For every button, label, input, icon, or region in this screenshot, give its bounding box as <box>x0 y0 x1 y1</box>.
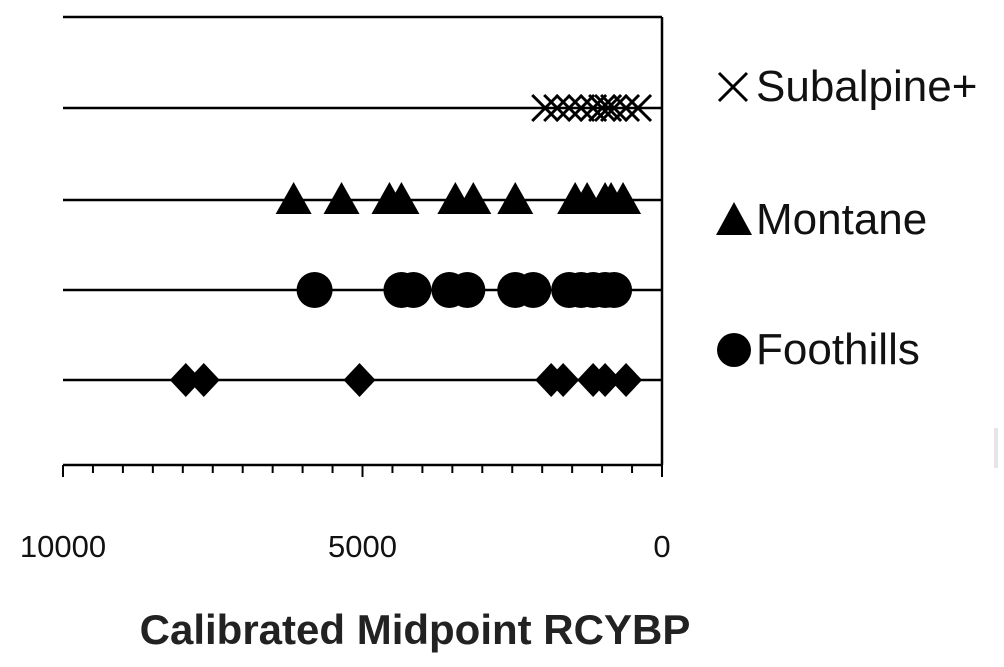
legend-item-montane: Montane <box>712 195 927 245</box>
data-point-x-marker <box>579 93 608 123</box>
data-point-triangle <box>383 182 420 214</box>
data-point-diamond <box>610 363 643 397</box>
data-point-circle <box>296 272 333 308</box>
legend-x-marker-icon <box>717 71 749 103</box>
legend-triangle-marker-icon <box>716 202 752 235</box>
data-point-triangle <box>455 182 492 214</box>
data-point-circle <box>395 272 432 308</box>
data-point-diamond <box>187 363 220 397</box>
data-point-x-marker <box>623 93 653 123</box>
x-tick-label: 10000 <box>20 529 106 564</box>
legend-item-foothills: Foothills <box>712 325 920 375</box>
edge-artifact <box>994 428 998 468</box>
x-tick-label: 0 <box>653 529 670 564</box>
legend-label-foothills: Foothills <box>756 325 920 374</box>
data-point-x-marker <box>600 93 629 123</box>
data-point-circle <box>596 272 633 308</box>
data-point-diamond <box>343 363 376 397</box>
data-point-triangle <box>275 182 312 214</box>
data-point-x-marker <box>567 93 596 123</box>
legend-label-montane: Montane <box>756 195 928 244</box>
data-point-triangle <box>323 182 360 214</box>
data-point-x-marker <box>531 93 560 123</box>
data-point-diamond <box>589 363 622 397</box>
data-point-circle <box>515 272 552 308</box>
legend-circle-marker-icon <box>717 333 751 367</box>
data-point-triangle <box>497 182 534 214</box>
data-point-x-marker <box>543 93 572 123</box>
legend-label-subalpine: Subalpine+ <box>756 62 978 111</box>
data-point-diamond <box>547 363 580 397</box>
data-point-diamond <box>169 363 202 397</box>
x-tick-label: 5000 <box>328 529 397 564</box>
data-point-x-marker <box>555 93 584 123</box>
legend-item-subalpine: Subalpine+ <box>712 62 977 112</box>
x-axis-label: Calibrated Midpoint RCYBP <box>139 606 691 653</box>
data-point-triangle <box>605 182 642 214</box>
data-point-circle <box>449 272 486 308</box>
data-point-x-marker <box>588 93 617 123</box>
data-point-x-marker <box>611 93 641 123</box>
